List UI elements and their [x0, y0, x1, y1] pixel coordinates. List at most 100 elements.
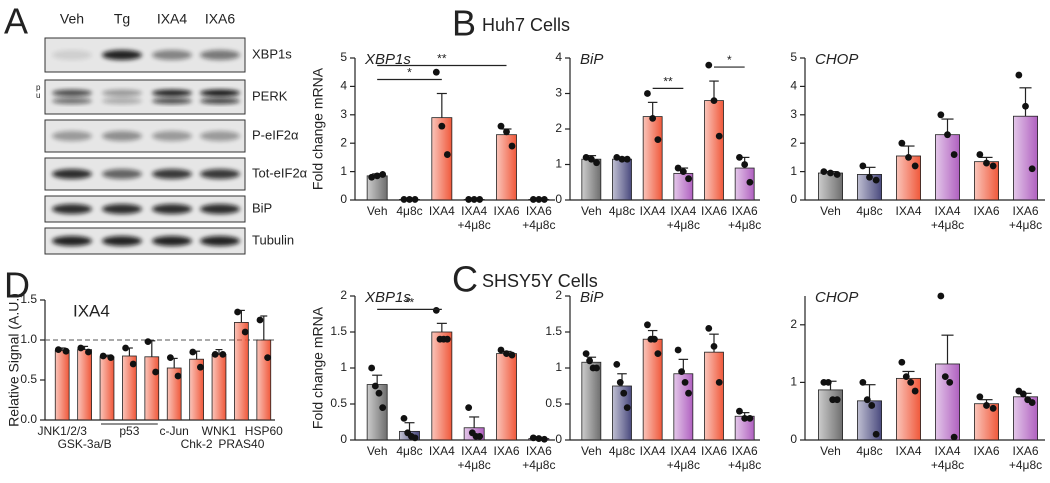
x-tick-label: IXA4 +4μ8c [931, 204, 964, 232]
lane-label: Tg [114, 11, 130, 27]
data-point [497, 346, 505, 354]
band [152, 89, 192, 97]
data-point [535, 435, 543, 442]
data-point [989, 404, 997, 412]
data-point [905, 154, 912, 161]
data-point [950, 433, 958, 441]
x-tick-label: IXA6 +4μ8c [522, 204, 555, 232]
y-tick-label: 0 [790, 432, 797, 446]
significance-label: ** [663, 75, 673, 89]
x-tick-label: Veh [581, 444, 602, 458]
x-tick-label: GSK-3a/B [58, 437, 112, 451]
data-point [197, 363, 204, 371]
bar [935, 134, 960, 201]
data-point [54, 346, 62, 353]
band [102, 169, 142, 179]
panel-label: B [452, 3, 476, 44]
x-tick-label: IXA6 +4μ8c [728, 204, 761, 232]
data-point [715, 132, 723, 140]
data-point [508, 351, 516, 359]
band [52, 131, 92, 141]
data-point [219, 351, 227, 358]
data-point [1015, 71, 1023, 79]
protein-label: Tubulin [252, 232, 294, 247]
x-tick-label: IXA4 [895, 204, 921, 218]
data-point [944, 131, 951, 139]
band [152, 50, 192, 60]
band [52, 50, 92, 60]
band [200, 89, 240, 97]
data-point [152, 368, 160, 376]
band [52, 236, 92, 246]
y-tick-label: 0 [790, 192, 797, 206]
x-tick-label: IXA4 [895, 444, 921, 458]
bar [1013, 115, 1038, 201]
y-tick-label: 3 [555, 86, 562, 100]
protein-label: XBP1s [252, 46, 292, 61]
x-tick-label: Veh [820, 204, 841, 218]
bar [211, 353, 227, 421]
band [102, 89, 142, 97]
x-tick-label: IXA4 +4μ8c [458, 204, 491, 232]
y-tick-label: 0 [340, 432, 347, 446]
bar [704, 100, 724, 201]
y-tick-label: 2 [555, 288, 562, 302]
lane-label: IXA6 [205, 11, 236, 27]
band [200, 50, 240, 60]
band [102, 131, 142, 141]
data-point [540, 196, 548, 203]
band [152, 98, 192, 104]
x-tick-label: WNK1 [202, 424, 237, 438]
data-point [211, 351, 219, 358]
x-tick-label: p53 [119, 424, 139, 438]
data-point [674, 346, 682, 354]
x-tick-label: 4μ8c [396, 204, 422, 218]
y-axis-label: Relative Signal (A.U.) [6, 293, 22, 427]
data-point [406, 196, 413, 203]
x-tick-label: IXA4 +4μ8c [667, 204, 700, 232]
band [152, 204, 192, 214]
data-point [582, 154, 590, 161]
y-tick-label: 0 [555, 192, 562, 206]
data-point [368, 364, 376, 372]
bar [431, 117, 453, 201]
data-point [710, 343, 718, 350]
data-point [1019, 390, 1027, 398]
y-axis-label: Fold change mRNA [310, 306, 326, 429]
data-point [644, 321, 651, 329]
x-tick-label: IXA4 [640, 444, 666, 458]
x-tick-label: IXA4 +4μ8c [667, 444, 700, 472]
data-point [907, 379, 915, 386]
y-tick-label: 1 [340, 164, 347, 178]
chart-title: BiP [580, 51, 603, 68]
y-tick-label: 0.5 [545, 396, 562, 410]
x-tick-label: IXA4 +4μ8c [931, 444, 964, 472]
data-point [976, 393, 984, 401]
group-title: Huh7 Cells [482, 15, 570, 35]
data-point [941, 373, 949, 381]
y-tick-label: 0.5 [330, 396, 347, 410]
data-point [593, 159, 600, 167]
chart-title: XBP1s [364, 51, 411, 68]
protein-label: Tot-eIF2α [252, 165, 308, 180]
data-point [872, 176, 880, 184]
data-point [508, 142, 516, 150]
data-point [741, 415, 749, 422]
x-tick-label: IXA4 [429, 444, 455, 458]
data-point [833, 171, 841, 178]
data-point [443, 151, 451, 158]
lane-label: IXA4 [157, 11, 188, 27]
data-point [373, 172, 381, 180]
data-point [586, 357, 593, 365]
bar [581, 361, 602, 441]
data-point [911, 387, 919, 395]
data-point [166, 354, 174, 361]
bar [496, 353, 517, 441]
y-tick-label: 4 [555, 50, 562, 64]
data-point [503, 128, 510, 136]
band [152, 169, 192, 179]
data-point [644, 90, 651, 97]
data-point [400, 415, 408, 422]
x-tick-label: IXA4 +4μ8c [458, 444, 491, 472]
data-point [736, 154, 743, 161]
